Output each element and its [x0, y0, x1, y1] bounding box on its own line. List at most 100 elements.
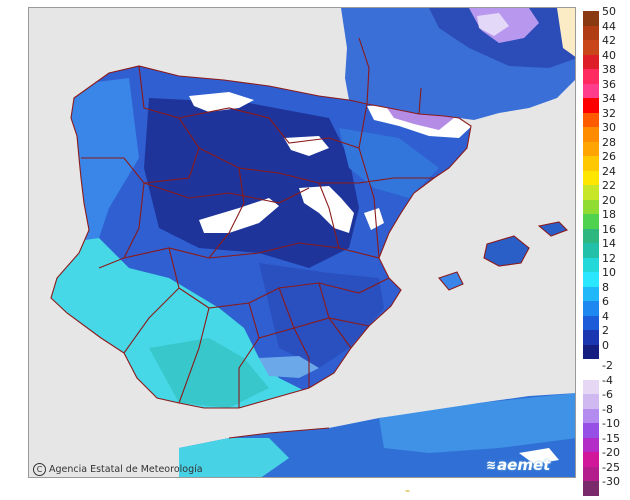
legend-label: 40 — [602, 48, 616, 62]
legend-swatch — [583, 286, 599, 301]
legend-label: 0 — [602, 338, 609, 352]
legend-label: -20 — [602, 446, 620, 459]
legend-label: 42 — [602, 34, 616, 47]
legend-swatch — [583, 344, 599, 359]
legend-row: 34 — [583, 92, 627, 113]
legend-row: 14 — [583, 237, 627, 258]
legend-label: 22 — [602, 179, 616, 192]
legend-label: 32 — [602, 106, 616, 120]
legend-row: 10 — [583, 266, 627, 287]
legend-label: 20 — [602, 193, 616, 207]
legend-label: -6 — [602, 388, 613, 401]
legend-row: 32 — [583, 107, 627, 127]
legend-row: -8 — [583, 403, 627, 423]
legend-label: 16 — [602, 222, 616, 236]
legend-row: 12 — [583, 252, 627, 272]
legend-swatch — [583, 112, 599, 127]
sierra-nevada-patch — [259, 356, 319, 378]
legend-swatch — [583, 54, 599, 69]
legend-swatch — [583, 40, 599, 55]
legend-row: 2 — [583, 324, 627, 345]
legend-label: 10 — [602, 266, 616, 279]
ebro-lightblue — [339, 128, 439, 198]
legend-swatch — [583, 127, 599, 142]
legend-row: 36 — [583, 78, 627, 98]
legend-label: 8 — [602, 280, 609, 294]
central-system-snow — [199, 198, 279, 233]
legend-swatch — [583, 243, 599, 258]
legend-label: -4 — [602, 373, 613, 387]
province-borders — [50, 37, 568, 439]
legend-row: 50 — [583, 5, 627, 26]
legend-label: -10 — [602, 417, 620, 430]
legend-row: 24 — [583, 165, 627, 185]
aemet-waves-icon: ≋ — [486, 458, 496, 472]
legend-label: 24 — [602, 164, 616, 178]
legend-row: 42 — [583, 34, 627, 55]
legend-swatch — [583, 365, 599, 380]
southeast-blue — [259, 263, 384, 368]
legend-row: 30 — [583, 121, 627, 142]
legend-swatch — [583, 98, 599, 113]
legend-swatch — [583, 156, 599, 171]
legend-swatch — [583, 437, 599, 452]
legend-swatch — [583, 214, 599, 229]
legend-row: 40 — [583, 49, 627, 69]
legend-swatch — [583, 185, 599, 200]
aemet-logo: ≋ aemet — [486, 455, 574, 475]
legend-row: 38 — [583, 63, 627, 84]
legend-swatch — [583, 228, 599, 243]
legend-row: -6 — [583, 388, 627, 409]
legend-row: -30 — [583, 475, 627, 496]
legend-row: 6 — [583, 295, 627, 316]
legend-row: 0 — [583, 339, 627, 359]
copyright-icon: C — [33, 463, 46, 476]
legend-swatch — [583, 272, 599, 287]
temperature-map[interactable] — [28, 7, 576, 478]
legend-swatch — [583, 199, 599, 214]
credit-line: C Agencia Estatal de Meteorología — [33, 463, 203, 476]
cantabrian-snow — [189, 92, 254, 112]
africa-top-right — [557, 8, 575, 57]
legend-label: 2 — [602, 324, 609, 337]
alps-snow — [477, 13, 509, 36]
legend-swatch — [583, 379, 599, 394]
legend-row: -2 — [583, 359, 627, 380]
teruel-snow — [364, 208, 384, 230]
legend-swatch — [583, 141, 599, 156]
tiny-mark: = — [405, 488, 411, 495]
legend-row: 4 — [583, 310, 627, 330]
legend-row: 28 — [583, 136, 627, 156]
legend-swatch — [583, 466, 599, 481]
legend-row: 26 — [583, 150, 627, 171]
legend-swatch — [583, 301, 599, 316]
legend-label: 36 — [602, 77, 616, 91]
legend-label: -8 — [602, 402, 613, 416]
legend-label: -25 — [602, 460, 620, 474]
legend-row: -20 — [583, 446, 627, 467]
legend-swatch — [583, 408, 599, 423]
legend-label: 50 — [602, 5, 616, 18]
ne-snow-patch — [284, 136, 329, 156]
legend-label: 34 — [602, 92, 616, 105]
legend-swatch — [583, 423, 599, 438]
legend-swatch — [583, 170, 599, 185]
legend-label: 6 — [602, 295, 609, 308]
africa-coast-snow — [519, 448, 559, 464]
iberian-system-snow — [299, 186, 354, 233]
legend-row: -10 — [583, 417, 627, 438]
legend-label: 18 — [602, 208, 616, 221]
legend-label: -30 — [602, 475, 620, 488]
legend-swatch — [583, 452, 599, 467]
legend-swatch — [583, 11, 599, 26]
legend-row: 8 — [583, 281, 627, 301]
legend-swatch — [583, 481, 599, 496]
legend-row: 16 — [583, 223, 627, 243]
legend-row: -15 — [583, 432, 627, 452]
legend-label: -2 — [602, 359, 613, 372]
algeria-light — [379, 393, 575, 453]
legend-label: 28 — [602, 135, 616, 149]
legend-row: 18 — [583, 208, 627, 229]
legend-swatch — [583, 69, 599, 84]
legend-swatch — [583, 83, 599, 98]
